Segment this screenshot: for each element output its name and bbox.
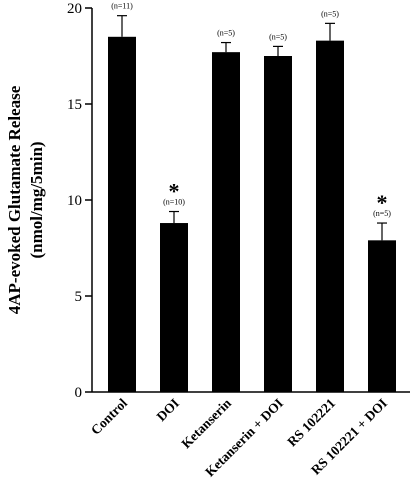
y-axis-label-line2: (nmol/mg/5min) <box>27 141 46 258</box>
y-tick-label: 10 <box>67 193 82 209</box>
n-label: (n=5) <box>217 29 235 38</box>
y-tick-label: 0 <box>75 385 83 401</box>
y-axis-label-line1: 4AP-evoked Glutamate Release <box>5 85 24 314</box>
y-tick-label: 15 <box>67 97 82 113</box>
bar <box>316 40 344 392</box>
n-label: (n=5) <box>321 9 339 18</box>
bar <box>108 36 136 393</box>
n-label: (n=5) <box>373 209 391 218</box>
n-label: (n=10) <box>163 198 185 207</box>
significance-marker: * <box>377 190 388 215</box>
n-label: (n=5) <box>269 32 287 41</box>
bar <box>368 240 396 392</box>
bar <box>264 56 292 392</box>
x-category-label: DOI <box>153 396 182 425</box>
y-axis <box>91 8 410 393</box>
significance-marker: * <box>169 179 180 204</box>
bar <box>160 223 188 392</box>
y-tick-label: 20 <box>67 1 82 17</box>
y-ticks: 0 5 10 15 20 <box>67 1 92 401</box>
n-label: (n=11) <box>111 2 133 11</box>
x-category-label: Ketanserin <box>178 395 234 451</box>
x-category-label: Control <box>88 395 130 437</box>
x-category-label: RS 102221 <box>284 395 338 449</box>
bar <box>212 52 240 392</box>
bars: (n=11)(n=10)*(n=5) (n=5)(n=5)(n=5)* <box>108 2 396 393</box>
y-tick-label: 5 <box>75 289 83 305</box>
